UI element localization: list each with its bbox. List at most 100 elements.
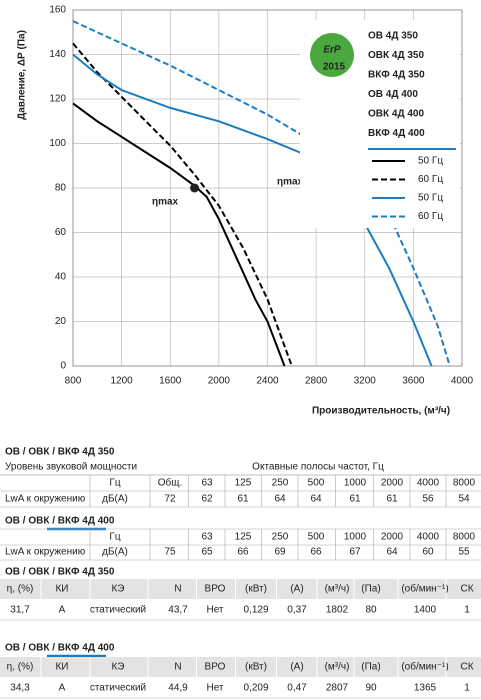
table-header-cell: 250	[272, 532, 289, 543]
table-cell: 61	[349, 494, 361, 505]
table-header-cell: СК	[460, 662, 473, 673]
table-header-cell: КИ	[55, 584, 68, 595]
table-header-cell: КЭ	[111, 662, 124, 673]
badge-text: ErP	[323, 45, 341, 56]
table-cell: 31,7	[10, 605, 30, 616]
table-cell: A	[59, 683, 66, 694]
table-cell: 64	[274, 494, 286, 505]
table-cell: 90	[365, 683, 377, 694]
table-header-cell: 500	[308, 478, 325, 489]
header-bg	[0, 579, 481, 599]
legend-label: 60 Гц	[418, 211, 443, 222]
table-cell: 67	[349, 547, 361, 558]
table-header-cell: 1000	[344, 478, 367, 489]
table-cell: 1365	[414, 683, 437, 694]
annotation: ηmax	[152, 197, 179, 208]
table-header-cell: ВРО	[205, 662, 226, 673]
table-cell: A	[59, 605, 66, 616]
x-tick-label: 2800	[305, 376, 328, 387]
table-cell: 55	[458, 547, 470, 558]
table-header-cell: (м³/ч)	[325, 584, 350, 595]
legend-model: ОВ 4Д 400	[368, 89, 418, 100]
table-header-cell: 63	[201, 532, 213, 543]
table-cell: дБ(А)	[102, 494, 128, 505]
table-cell: 1	[464, 683, 470, 694]
badge	[310, 33, 354, 77]
table-header-cell: 4000	[417, 532, 440, 543]
table-cell: 61	[386, 494, 398, 505]
table-cell: Нет	[206, 683, 223, 694]
table-header-cell: η, (%)	[7, 662, 34, 673]
table-header-cell: 2000	[381, 478, 404, 489]
table-header-cell: (м³/ч)	[325, 662, 350, 673]
table-cell: 34,3	[10, 683, 30, 694]
y-tick-label: 160	[49, 5, 66, 16]
table-header-cell: (А)	[290, 662, 303, 673]
legend-label: 50 Гц	[418, 156, 443, 167]
data-line	[72, 42, 293, 367]
legend-label: 60 Гц	[418, 174, 443, 185]
table-header-cell: 8000	[453, 532, 476, 543]
badge-year: 2015	[323, 62, 346, 73]
y-tick-label: 60	[55, 227, 67, 238]
table-title: ОВ / ОВК / ВКФ 4Д 350	[5, 447, 115, 458]
y-tick-label: 120	[49, 94, 66, 105]
table-header-cell: СК	[460, 584, 473, 595]
y-tick-label: 20	[55, 316, 67, 327]
x-tick-label: 2000	[208, 376, 231, 387]
table-cell: 54	[458, 494, 470, 505]
table-cell: 64	[310, 494, 322, 505]
y-axis-title: Давление, ΔР (Па)	[17, 30, 28, 120]
table-header-cell: 4000	[417, 478, 440, 489]
legend-label: 50 Гц	[418, 193, 443, 204]
table-cell: 75	[164, 547, 176, 558]
table-cell: 0,47	[287, 683, 307, 694]
table-cell: 72	[164, 494, 176, 505]
y-tick-label: 40	[55, 272, 67, 283]
table-row-label: LwA к окружению	[5, 494, 86, 505]
table-header-cell: КЭ	[111, 584, 124, 595]
legend-model: ОВК 4Д 400	[368, 109, 424, 120]
table-header-cell: Гц	[109, 478, 120, 489]
table-header-cell: 8000	[453, 478, 476, 489]
table-header-cell: (Па)	[361, 662, 380, 673]
table-cell: 43,7	[168, 605, 188, 616]
table-cell: 1400	[414, 605, 437, 616]
table-cell: статический	[90, 605, 146, 616]
x-tick-label: 800	[65, 376, 82, 387]
table-cell: 2807	[326, 683, 349, 694]
y-tick-label: 80	[55, 183, 67, 194]
table-header-cell: N	[174, 584, 181, 595]
table-header-cell: 63	[201, 478, 213, 489]
table-header-cell: 125	[235, 532, 252, 543]
x-tick-label: 1200	[111, 376, 134, 387]
legend-model: ВКФ 4Д 400	[368, 128, 425, 139]
legend-model: ОВК 4Д 350	[368, 50, 424, 61]
table-cell: 44,9	[168, 683, 188, 694]
table-header-cell: КИ	[55, 662, 68, 673]
table-title: ОВ / ОВК / ВКФ 4Д 350	[5, 567, 115, 578]
table-header-cell: 1000	[344, 532, 367, 543]
table-cell: 0,37	[287, 605, 307, 616]
table-cell: Нет	[206, 605, 223, 616]
table-cell: 66	[237, 547, 249, 558]
y-tick-label: 0	[60, 361, 66, 372]
table-header-cell: 2000	[381, 532, 404, 543]
plot-frame	[72, 9, 463, 367]
x-tick-label: 2400	[256, 376, 279, 387]
table-header-cell: 500	[308, 532, 325, 543]
table-cell: 0,209	[243, 683, 268, 694]
eta-max-point	[190, 183, 200, 193]
table-cell: 1802	[326, 605, 349, 616]
table-header-cell: (кВт)	[245, 584, 267, 595]
table-cell: 61	[237, 494, 249, 505]
table-header-cell: (об/мин⁻¹)	[401, 583, 448, 595]
table-cell: 69	[274, 547, 286, 558]
table-header-cell: ВРО	[205, 584, 226, 595]
table-cell: 80	[365, 605, 377, 616]
table-header-cell: N	[174, 662, 181, 673]
y-tick-label: 100	[49, 138, 66, 149]
table-cell: 60	[422, 547, 434, 558]
table-header-cell: Гц	[109, 532, 120, 543]
